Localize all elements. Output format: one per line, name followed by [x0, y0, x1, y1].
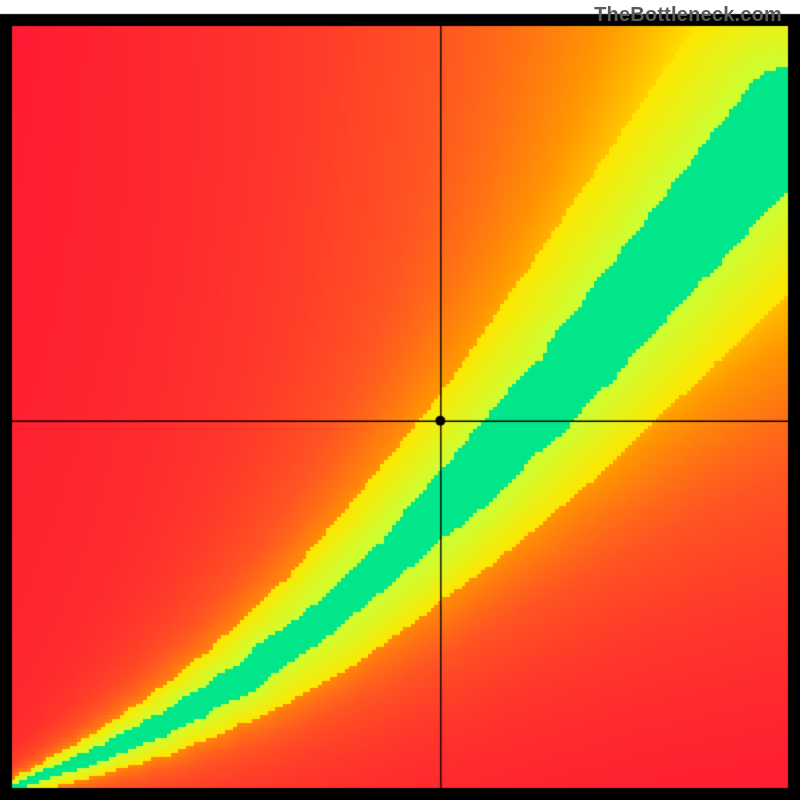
watermark-text: TheBottleneck.com	[594, 4, 782, 27]
chart-container: TheBottleneck.com	[0, 0, 800, 800]
heatmap-canvas	[0, 0, 800, 800]
